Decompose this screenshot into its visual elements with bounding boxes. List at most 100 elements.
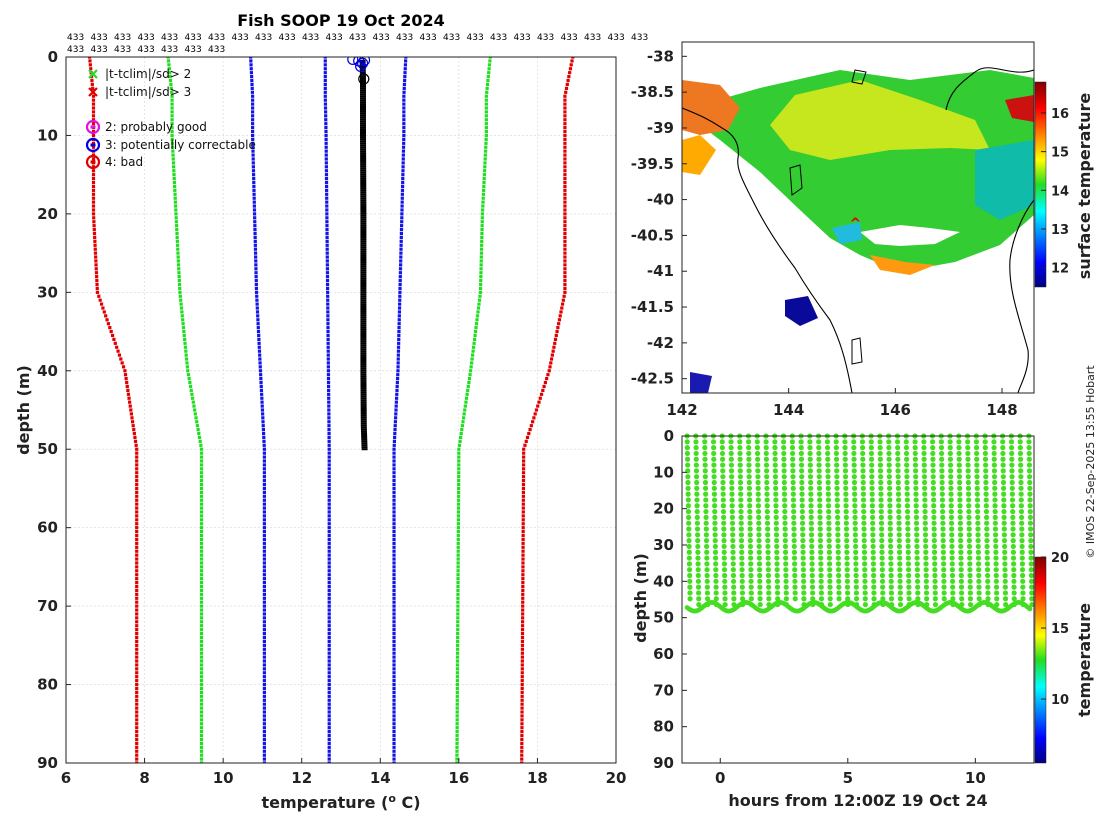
climatology-point (135, 447, 139, 451)
ts-point (904, 474, 910, 480)
climatology-point (403, 78, 407, 83)
climatology-point (199, 549, 204, 553)
imos-credit: © IMOS 22-Sep-2025 13:55 Hobart (1084, 365, 1097, 559)
climatology-point (457, 455, 461, 459)
profile-point (360, 91, 366, 94)
climatology-point (324, 157, 328, 161)
climatology-point (392, 565, 396, 569)
climatology-point (170, 98, 174, 102)
ts-point (844, 555, 850, 561)
profile-point (361, 442, 368, 445)
ts-point (703, 508, 709, 515)
climatology-point (260, 408, 265, 412)
profile-point (360, 271, 367, 274)
ts-point (912, 462, 919, 468)
climatology-point (91, 204, 96, 208)
climatology-point (521, 479, 526, 483)
ts-point (686, 543, 692, 550)
climatology-point (91, 118, 96, 122)
climatology-point (327, 702, 331, 706)
ts-point (747, 514, 753, 520)
ts-point (687, 590, 693, 596)
climatology-point (486, 78, 490, 83)
ts-point (748, 555, 754, 561)
ts-point (921, 479, 928, 486)
ts-point (791, 538, 797, 544)
climatology-point (545, 377, 549, 381)
profile-point (360, 391, 367, 394)
climatology-point (521, 596, 525, 600)
climatology-point (199, 647, 204, 651)
climatology-point (262, 545, 266, 549)
climatology-point (91, 133, 96, 138)
ts-point (861, 543, 867, 550)
ts-point (818, 578, 824, 584)
ts-profile (886, 433, 895, 608)
climatology-point (543, 380, 547, 385)
ts-point (686, 520, 692, 526)
climatology-point (135, 451, 139, 455)
climatology-point (521, 577, 525, 581)
ts-point (923, 572, 929, 579)
ts-point (746, 450, 752, 457)
climatology-point (456, 561, 460, 565)
climatology-point (563, 271, 567, 275)
climatology-point (477, 302, 481, 306)
ts-point (817, 491, 823, 497)
ts-point (1002, 561, 1008, 567)
ts-point (966, 497, 972, 503)
ts-point (975, 555, 982, 561)
climatology-point (553, 341, 557, 345)
ts-point (695, 555, 701, 561)
ts-profile (1026, 433, 1035, 608)
climatology-point (456, 628, 460, 632)
ts-point (870, 520, 876, 526)
climatology-point (456, 514, 461, 518)
profile-point (360, 79, 366, 82)
climatology-point (520, 639, 525, 644)
climatology-point (135, 702, 139, 706)
climatology-point (456, 490, 461, 494)
climatology-point (259, 373, 263, 377)
climatology-point (186, 369, 190, 373)
ts-point (834, 485, 840, 491)
ts-point (1028, 549, 1034, 555)
climatology-point (106, 322, 111, 326)
climatology-point (455, 655, 460, 659)
climatology-point (392, 510, 396, 514)
ts-point (869, 503, 875, 509)
ts-point (756, 514, 762, 520)
climatology-point (199, 624, 204, 628)
climatology-point (456, 577, 460, 581)
climatology-point (473, 329, 478, 334)
ts-point (1002, 543, 1008, 550)
profile-point (360, 207, 367, 210)
climatology-point (521, 498, 525, 502)
profile-observations (347, 57, 371, 451)
ts-point (1027, 485, 1033, 491)
climatology-point (135, 631, 139, 636)
climatology-point (521, 471, 526, 475)
climatology-point (199, 529, 204, 534)
ts-point (1026, 456, 1032, 462)
climatology-point (324, 153, 328, 157)
climatology-point (113, 341, 117, 345)
ts-point (913, 497, 919, 503)
climatology-point (521, 561, 525, 565)
ts-point (694, 497, 700, 503)
climatology-point (135, 541, 139, 545)
climatology-point (482, 184, 486, 189)
ts-point (1010, 508, 1016, 515)
climatology-point (326, 349, 330, 353)
profile-point (360, 93, 366, 96)
climatology-point (131, 424, 135, 428)
profile-point (360, 171, 367, 174)
ts-point (722, 601, 728, 608)
ts-point (897, 572, 903, 579)
ts-point (941, 572, 947, 579)
climatology-point (249, 59, 253, 63)
ts-point (861, 526, 867, 532)
ts-point (923, 555, 929, 561)
ts-point (685, 462, 691, 468)
